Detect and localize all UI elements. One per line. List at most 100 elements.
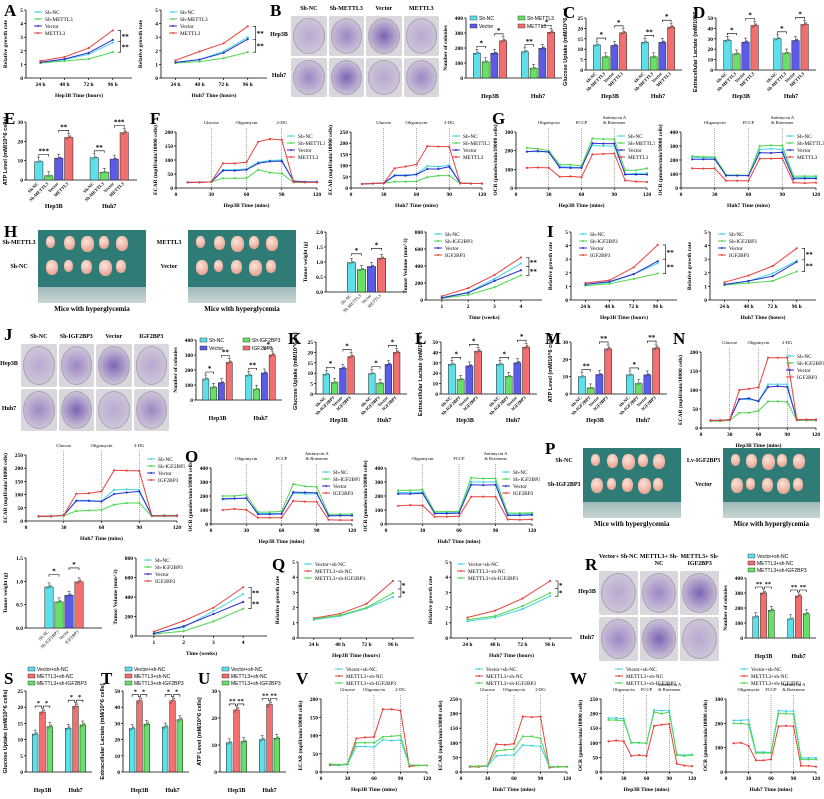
svg-text:Huh7: Huh7 <box>262 788 276 794</box>
dish-row-label: Huh7 <box>579 635 595 641</box>
svg-text:Tumor Volume (mm^3): Tumor Volume (mm^3) <box>112 569 119 624</box>
svg-text:300: 300 <box>200 480 209 486</box>
svg-text:90: 90 <box>538 776 544 782</box>
svg-text:Huh7 Time (mins): Huh7 Time (mins) <box>395 202 438 209</box>
panel-label-R: R <box>585 555 598 574</box>
svg-text:**: ** <box>800 584 807 591</box>
svg-text:0: 0 <box>460 76 463 82</box>
svg-text:Sh-NC: Sh-NC <box>729 232 744 238</box>
svg-text:Vector+sh-NC: Vector+sh-NC <box>486 667 517 673</box>
svg-text:OCR (pmoles/min/10000 cells): OCR (pmoles/min/10000 cells) <box>492 124 499 195</box>
svg-text:Sh-NC: Sh-NC <box>590 232 605 238</box>
svg-text:Sh-NC: Sh-NC <box>45 10 60 16</box>
svg-text:24 h: 24 h <box>170 82 180 88</box>
svg-text:2: 2 <box>182 640 185 646</box>
svg-text:0: 0 <box>214 770 217 776</box>
svg-text:120: 120 <box>173 525 182 531</box>
ruler <box>583 502 681 518</box>
svg-text:5: 5 <box>155 8 158 14</box>
svg-text:60: 60 <box>768 776 774 782</box>
svg-text:48 h: 48 h <box>490 642 500 648</box>
svg-text:600: 600 <box>125 576 134 582</box>
tumor-photos-P: Sh-NC Sh-IGF2BP3 Mice with hyperglycemia Lv… <box>545 448 824 530</box>
svg-text:0.5: 0.5 <box>16 603 23 609</box>
svg-text:Relative growth rate: Relative growth rate <box>548 241 554 290</box>
tumor-specimen <box>98 236 109 249</box>
chart-O-huh7-ocr: 0 100 200 300 400 OCR (pmoles/min/10000 cells… <box>360 448 541 546</box>
svg-text:150: 150 <box>340 152 349 158</box>
svg-text:Huh7 Time (mins): Huh7 Time (mins) <box>80 535 123 542</box>
svg-text:5: 5 <box>20 754 23 760</box>
svg-text:1: 1 <box>292 621 295 627</box>
svg-text:100: 100 <box>715 746 724 752</box>
panel-label-Q: Q <box>272 555 286 574</box>
svg-text:50: 50 <box>343 175 349 181</box>
svg-text:Time (weeks): Time (weeks) <box>468 314 499 321</box>
tumor-specimen <box>46 260 58 275</box>
svg-text:25: 25 <box>308 340 314 346</box>
dish-column-label: Vector <box>375 6 393 12</box>
svg-text:*: * <box>748 11 752 19</box>
svg-text:120: 120 <box>643 192 652 198</box>
svg-text:5: 5 <box>20 8 23 14</box>
svg-text:2: 2 <box>292 606 295 612</box>
tumor-specimen <box>196 260 208 275</box>
panel-label-T: T <box>101 669 113 688</box>
svg-text:Oligomycin: Oligomycin <box>235 456 258 461</box>
dish-column-label: METTL3 <box>408 6 434 12</box>
svg-text:0: 0 <box>700 432 703 438</box>
svg-text:Relative growth rate: Relative growth rate <box>275 575 281 624</box>
svg-text:24 h: 24 h <box>580 304 590 310</box>
svg-text:200: 200 <box>590 712 599 718</box>
svg-text:FCCP: FCCP <box>743 120 755 125</box>
svg-text:Hep3B: Hep3B <box>755 654 773 660</box>
tumor-specimen <box>761 454 775 470</box>
tumor-specimen <box>792 454 805 469</box>
svg-text:200: 200 <box>125 615 134 621</box>
svg-text:Antimycin A: Antimycin A <box>484 451 509 456</box>
colony-dish-photo <box>680 571 719 615</box>
svg-text:0: 0 <box>117 770 120 776</box>
chart-F-huh7-ecar: 0 50 100 150 200 250 ECAR (mpH/min/10000 cells… <box>325 112 491 210</box>
svg-text:72 h: 72 h <box>768 304 778 310</box>
chart-V-hep3b-ecar: 0 50 100 150 200 ECAR (mpH/min/10000 cells) 0 3… <box>295 665 435 794</box>
svg-text:1.0: 1.0 <box>316 260 323 266</box>
tumor-specimen <box>213 236 225 250</box>
svg-text:Huh7 Time (mins): Huh7 Time (mins) <box>438 538 481 545</box>
svg-text:4: 4 <box>20 22 23 28</box>
svg-text:Hep3B: Hep3B <box>34 788 52 794</box>
colony-dish-photo <box>58 388 94 431</box>
chart-M-atp: 0 10 20 30 ATP Level (mM/10^6 cells) Sh-NC Sh-… <box>545 332 675 424</box>
tumor-specimen <box>63 260 73 272</box>
svg-text:Vector+sh-NC: Vector+sh-NC <box>315 562 346 568</box>
svg-text:METTL3+sh-IGF2BP3: METTL3+sh-IGF2BP3 <box>486 681 536 687</box>
dish-column-label: METTL3+ Sh-NC <box>639 554 679 567</box>
svg-text:20: 20 <box>578 26 584 32</box>
svg-text:30: 30 <box>212 689 218 695</box>
svg-text:30: 30 <box>115 721 121 727</box>
svg-text:250: 250 <box>590 697 599 703</box>
svg-text:Sh-IGF2BP3: Sh-IGF2BP3 <box>729 239 757 245</box>
svg-text:Huh7: Huh7 <box>377 418 391 424</box>
svg-text:Sh-METTL3: Sh-METTL3 <box>628 141 655 147</box>
dish-row-label: Hep3B <box>0 361 18 368</box>
svg-text:**: ** <box>765 581 772 588</box>
svg-text:1.5: 1.5 <box>16 556 23 562</box>
svg-text:Sh-NC: Sh-NC <box>797 134 812 140</box>
tumor-specimen <box>591 454 600 466</box>
svg-text:*: * <box>503 350 507 358</box>
svg-text:METTL3+sh-NC: METTL3+sh-NC <box>315 569 353 575</box>
svg-text:0: 0 <box>310 392 313 398</box>
svg-text:200: 200 <box>200 494 209 500</box>
svg-text:Huh7: Huh7 <box>253 416 267 422</box>
tumor-specimen <box>653 454 665 469</box>
svg-text:5: 5 <box>292 560 295 566</box>
svg-text:2-DG: 2-DG <box>395 687 406 692</box>
panel-label-N: N <box>673 329 686 348</box>
svg-text:48 h: 48 h <box>195 82 205 88</box>
svg-text:Oligomycin: Oligomycin <box>613 687 636 692</box>
svg-text:METTL3: METTL3 <box>45 31 66 37</box>
panel-label-S: S <box>4 669 14 688</box>
svg-text:IGF2BP3: IGF2BP3 <box>155 579 176 585</box>
svg-text:Sh-METTL3: Sh-METTL3 <box>527 16 554 22</box>
